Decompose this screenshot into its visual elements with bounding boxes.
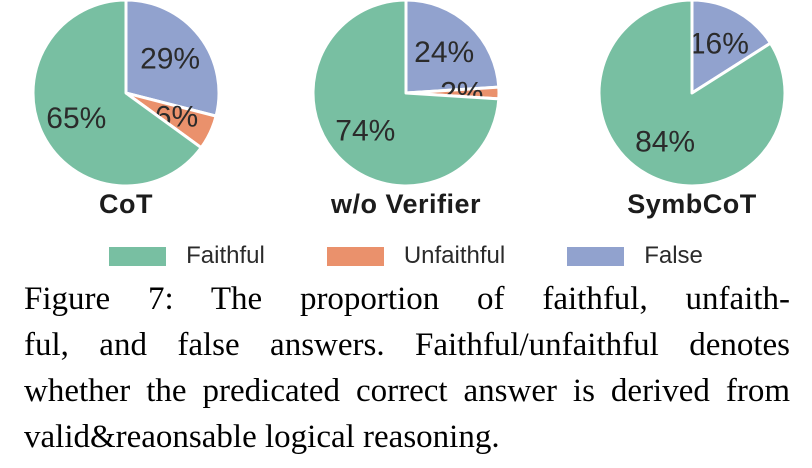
legend-item-faithful: Faithful bbox=[109, 242, 265, 270]
legend-item-false: False bbox=[567, 242, 703, 270]
pct-label-false: 16% bbox=[689, 28, 749, 61]
pct-label-faithful: 74% bbox=[335, 115, 395, 148]
pie-chart-wo-verifier: 24% 2% 74% w/o Verifier bbox=[306, 0, 506, 220]
pie-chart-cot: 29% 6% 65% CoT bbox=[26, 0, 226, 220]
pie-title-symbcot: SymbCoT bbox=[627, 189, 757, 219]
pct-label-false: 24% bbox=[414, 36, 474, 69]
legend: Faithful Unfaithful False bbox=[0, 242, 812, 270]
unfaithful-swatch bbox=[326, 246, 384, 266]
pie-wo-verifier: 24%2%74% bbox=[311, 0, 501, 188]
caption-line-2: ful, and false answers. Faithful/unfaith… bbox=[24, 327, 790, 363]
figure-caption: Figure 7: The proportion of faithful, un… bbox=[24, 276, 790, 460]
caption-line-1: Figure 7: The proportion of faithful, un… bbox=[24, 281, 790, 317]
wedge-false bbox=[690, 0, 773, 95]
wedge-faithful bbox=[597, 0, 787, 188]
pct-label-faithful: 84% bbox=[635, 125, 695, 158]
caption-line-3: whether the predicated correct answer is… bbox=[24, 373, 790, 409]
pie-title-wo-verifier: w/o Verifier bbox=[330, 189, 482, 219]
legend-label-unfaithful: Unfaithful bbox=[403, 242, 506, 269]
pct-label-faithful: 65% bbox=[46, 102, 106, 135]
pie-cot: 29%6%65% bbox=[31, 0, 221, 188]
pie-chart-symbcot: 16% 84% SymbCoT bbox=[592, 0, 792, 220]
false-swatch bbox=[567, 246, 625, 266]
pct-label-false: 29% bbox=[140, 42, 200, 75]
legend-item-unfaithful: Unfaithful bbox=[326, 242, 506, 270]
caption-line-4: valid&reaonsable logical reasoning. bbox=[24, 419, 500, 455]
faithful-swatch bbox=[109, 246, 167, 266]
legend-label-faithful: Faithful bbox=[186, 242, 265, 269]
wedge-faithful bbox=[311, 0, 501, 188]
wedge-false bbox=[404, 0, 501, 95]
legend-label-false: False bbox=[644, 242, 703, 269]
pie-title-cot: CoT bbox=[99, 189, 153, 219]
wedge-false bbox=[124, 0, 221, 118]
wedge-faithful bbox=[31, 0, 203, 188]
pie-symbcot: 16% 84% bbox=[597, 0, 787, 188]
